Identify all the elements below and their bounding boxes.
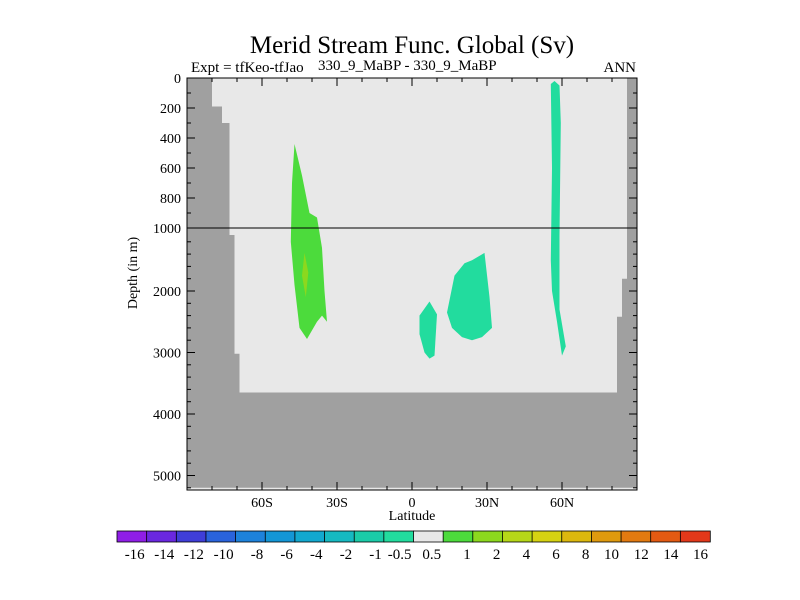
y-tick-label: 5000 <box>153 470 181 485</box>
colorbar-label: -14 <box>154 547 174 563</box>
y-tick-label: 400 <box>160 132 181 147</box>
colorbar-swatch <box>591 530 622 543</box>
colorbar-label: 8 <box>582 547 590 563</box>
colorbar-label: -10 <box>214 547 234 563</box>
contour-region-4 <box>447 252 492 341</box>
colorbar-swatch <box>353 530 385 543</box>
colorbar-label: 1 <box>463 547 471 563</box>
x-tick-label: 30N <box>475 496 499 511</box>
y-tick-label: 600 <box>160 162 181 177</box>
colorbar-swatch <box>324 530 355 543</box>
x-tick-label: 60N <box>550 496 574 511</box>
colorbar-swatch <box>650 530 682 543</box>
colorbar-swatch <box>442 530 474 543</box>
contour-region-2 <box>302 252 309 298</box>
y-tick-label: 200 <box>160 102 181 117</box>
colorbar-swatch <box>264 530 296 543</box>
colorbar-label: 12 <box>634 547 649 563</box>
colorbar-swatch <box>146 530 177 543</box>
colorbar-swatch <box>205 530 237 543</box>
colorbar-swatch <box>383 530 415 543</box>
chart-subtitle-center: 330_9_MaBP - 330_9_MaBP <box>318 58 497 74</box>
contour-region-3 <box>550 81 566 356</box>
y-axis-label: Depth (in m) <box>126 237 141 310</box>
colorbar-swatch <box>679 530 711 543</box>
colorbar-label: 6 <box>552 547 560 563</box>
y-tick-label: 3000 <box>153 347 181 362</box>
x-tick-label: 60S <box>251 496 273 511</box>
colorbar-swatch <box>413 530 444 543</box>
contour-region-5 <box>419 301 437 359</box>
chart-subtitle-left: Expt = tfKeo-tfJao <box>191 60 304 76</box>
colorbar-label: 14 <box>663 547 679 563</box>
colorbar-swatch <box>502 530 533 543</box>
x-axis-label: Latitude <box>389 509 436 524</box>
colorbar-label: -6 <box>280 547 293 563</box>
contour-region-1 <box>290 144 327 339</box>
y-tick-label: 4000 <box>153 408 181 423</box>
colorbar-label: 10 <box>604 547 619 563</box>
colorbar-label: -16 <box>125 547 145 563</box>
x-tick-label: 30S <box>326 496 348 511</box>
colorbar-label: -12 <box>184 547 204 563</box>
colorbar-swatch <box>531 530 563 543</box>
colorbar-swatch <box>472 530 504 543</box>
y-tick-label: 1000 <box>153 222 181 237</box>
land-mask <box>187 78 637 488</box>
colorbar-label: -8 <box>251 547 264 563</box>
colorbar-label: -2 <box>340 547 353 563</box>
colorbar-label: -1 <box>369 547 382 563</box>
x-tick-label: 0 <box>409 496 416 511</box>
colorbar-swatch <box>175 530 207 543</box>
colorbar-swatch <box>620 530 652 543</box>
colorbar-swatch <box>561 530 593 543</box>
colorbar-label: 16 <box>693 547 709 563</box>
colorbar-swatch <box>235 530 266 543</box>
y-tick-label: 800 <box>160 192 181 207</box>
colorbar-label: -4 <box>310 547 323 563</box>
colorbar-label: 2 <box>493 547 501 563</box>
colorbar-swatch <box>294 530 326 543</box>
colorbar: -16 -14 -12 -10 -8 -6 -4 -2 -1 -0.5 0.5 1 2 4 6 8 10 12 14… <box>116 530 711 563</box>
colorbar-label: 4 <box>523 547 531 563</box>
plot-area <box>186 77 638 491</box>
y-tick-label: 0 <box>174 72 181 87</box>
chart-title: Merid Stream Func. Global (Sv) <box>250 32 574 59</box>
chart-subtitle-right: ANN <box>604 60 637 76</box>
colorbar-label: -0.5 <box>388 547 412 563</box>
axis-ticks: 60S 30S 0 30N 60N 0 200 400 600 800 1000 2000 3000 40… <box>153 72 637 511</box>
colorbar-swatch <box>116 530 148 543</box>
colorbar-label: 0.5 <box>422 547 441 563</box>
y-tick-label: 2000 <box>153 285 181 300</box>
